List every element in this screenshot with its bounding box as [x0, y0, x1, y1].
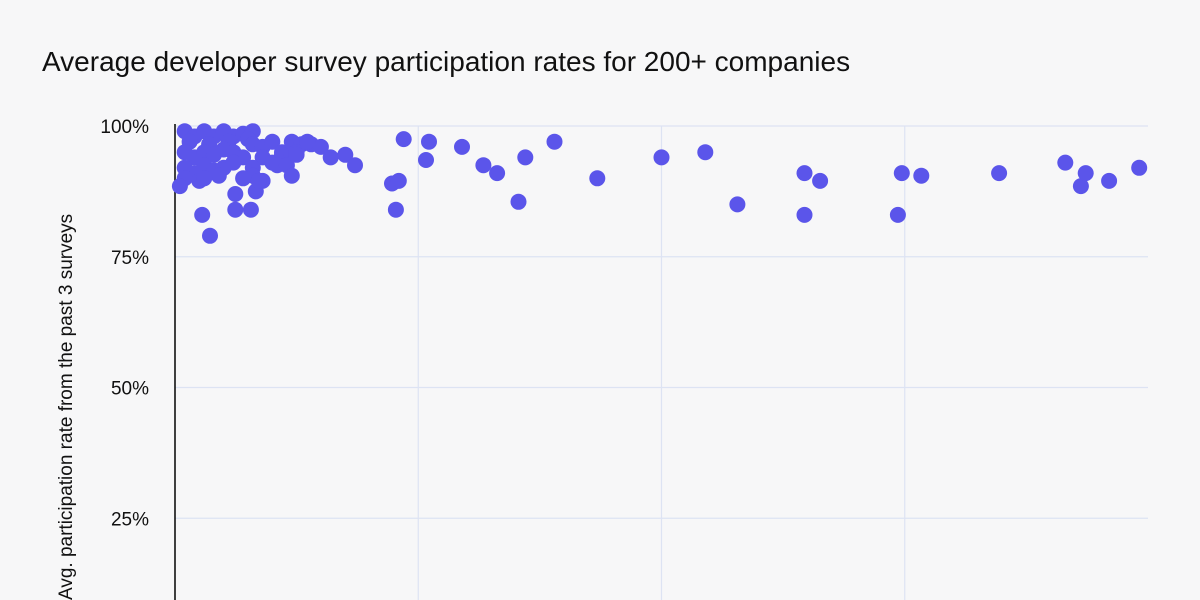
data-point — [264, 133, 281, 150]
data-point — [235, 170, 252, 187]
data-point — [1131, 159, 1148, 176]
chart-title: Average developer survey participation r… — [42, 46, 851, 77]
data-point — [475, 157, 492, 174]
y-tick-label-75: 75% — [111, 248, 149, 269]
data-point — [390, 172, 407, 189]
data-point — [796, 165, 813, 182]
data-point — [510, 193, 527, 210]
data-point — [454, 138, 470, 155]
data-point — [322, 149, 339, 166]
data-point — [893, 165, 910, 182]
data-point — [312, 138, 329, 155]
data-point — [991, 165, 1008, 182]
y-tick-label-100: 100% — [100, 117, 149, 138]
data-point — [889, 206, 906, 223]
data-point — [387, 201, 404, 218]
y-tick-label-25: 25% — [111, 509, 149, 530]
data-point — [546, 133, 563, 150]
data-point — [202, 227, 218, 244]
data-point — [1077, 165, 1094, 182]
data-point — [913, 167, 930, 184]
data-point — [171, 178, 188, 195]
data-point — [812, 172, 829, 189]
data-point — [299, 133, 316, 150]
data-point — [250, 172, 267, 189]
data-point — [1072, 178, 1089, 195]
data-point — [697, 144, 714, 161]
data-point — [347, 157, 363, 174]
y-tick-labels: 25% 50% 75% 100% — [100, 117, 149, 530]
data-point — [288, 146, 305, 163]
y-tick-label-50: 50% — [111, 379, 149, 400]
data-point — [196, 170, 213, 187]
data-point — [418, 152, 434, 168]
data-point — [227, 201, 244, 218]
data-point — [194, 206, 211, 223]
data-point — [517, 149, 534, 166]
data-point — [421, 133, 437, 150]
data-point — [653, 149, 670, 166]
data-points — [171, 123, 1148, 244]
data-point — [242, 201, 259, 218]
data-point — [1101, 172, 1118, 189]
data-point — [489, 165, 506, 182]
data-point — [729, 196, 746, 213]
data-point — [1057, 154, 1074, 171]
grid-lines — [175, 125, 1148, 600]
data-point — [796, 206, 813, 223]
data-point — [337, 146, 354, 163]
data-point — [283, 167, 300, 184]
data-point — [227, 186, 244, 202]
data-point — [589, 170, 606, 187]
data-point — [210, 167, 227, 184]
data-point — [225, 154, 242, 171]
data-point — [395, 131, 412, 148]
